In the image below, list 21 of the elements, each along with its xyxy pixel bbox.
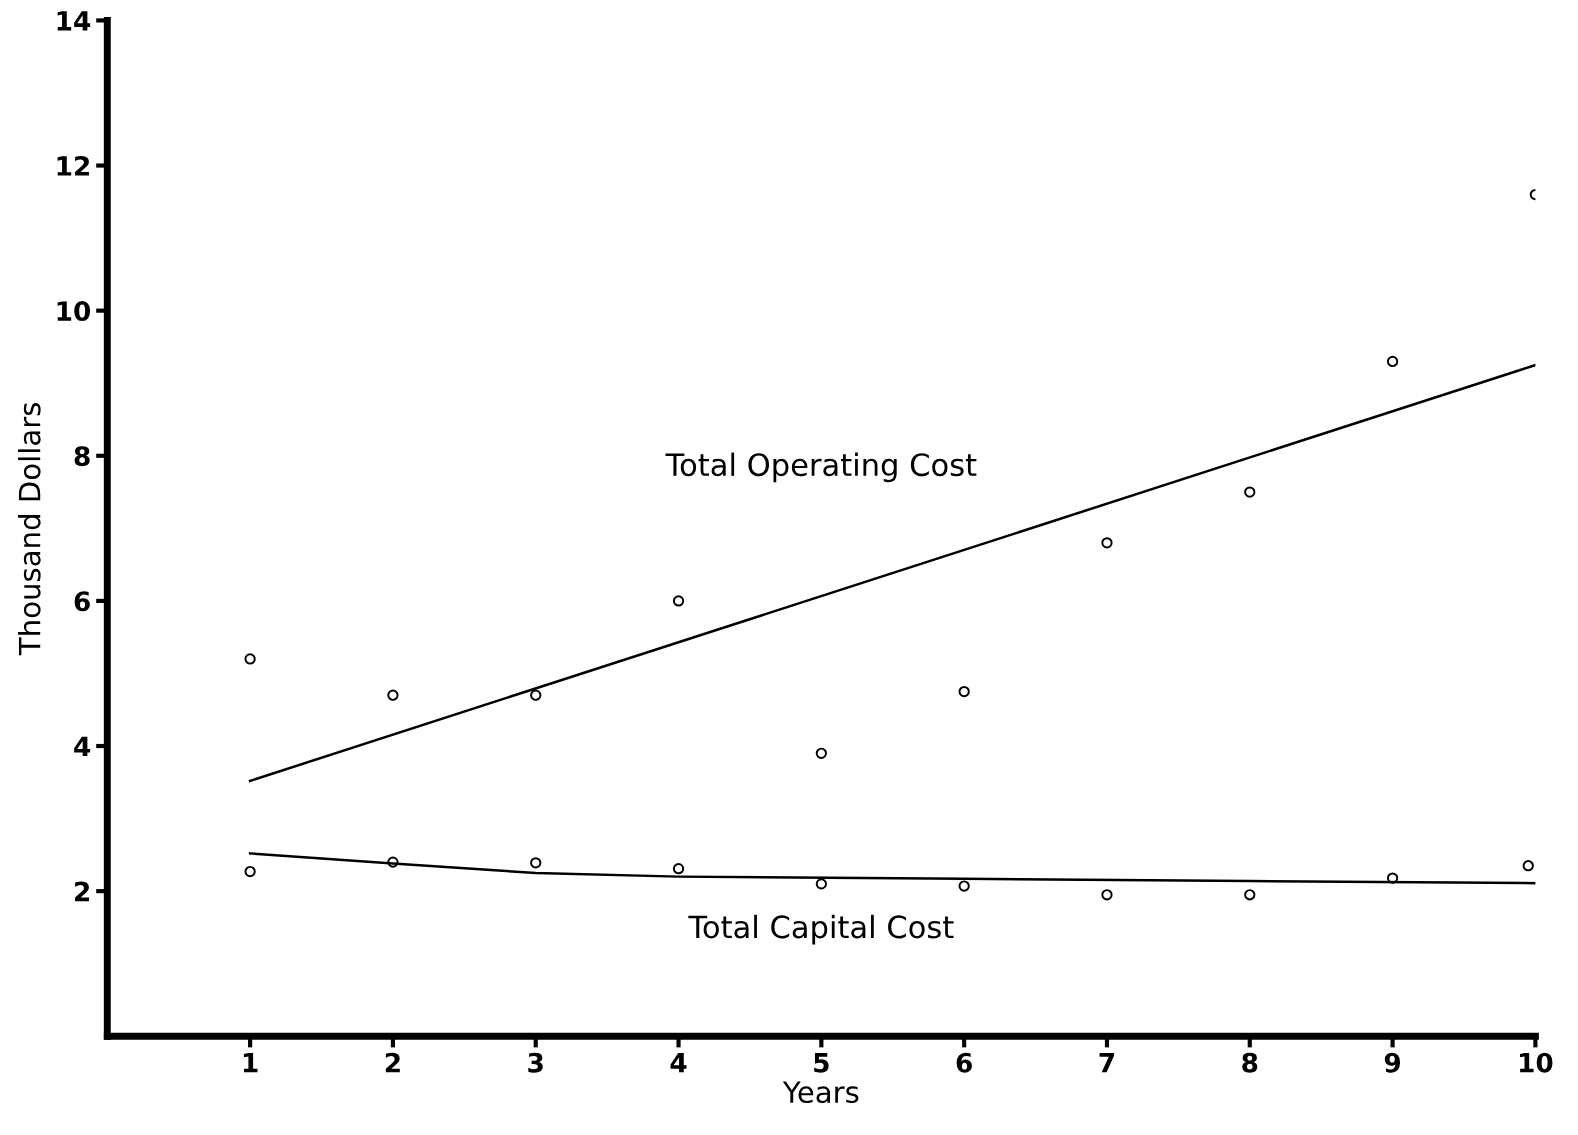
y-tick-label: 2 [75, 881, 90, 902]
x-tick-label: 1 [243, 1053, 258, 1073]
x-tick-label: 4 [670, 1053, 687, 1073]
x-tick-label: 6 [956, 1052, 972, 1073]
y-tick-label: 12 [57, 155, 90, 176]
annotation: Total Operating Cost [665, 452, 977, 483]
y-tick-label: 6 [74, 591, 90, 612]
x-tick-label: 8 [1242, 1052, 1258, 1073]
y-tick-label: 4 [74, 736, 91, 757]
x-tick-label: 10 [1520, 1052, 1553, 1073]
y-axis-title: Thousand Dollars [18, 402, 41, 656]
y-tick-label: 10 [57, 301, 91, 322]
x-tick-label: 9 [1384, 1052, 1401, 1073]
x-axis-title: Years [782, 1081, 859, 1104]
annotation: Total Capital Cost [688, 914, 954, 945]
x-tick-label: 5 [814, 1053, 829, 1073]
x-tick-label: 2 [385, 1052, 400, 1073]
y-tick-label: 8 [74, 446, 90, 467]
y-tick-label: 14 [57, 11, 91, 31]
x-tick-label: 7 [1099, 1053, 1115, 1073]
x-tick-label: 3 [528, 1052, 543, 1073]
